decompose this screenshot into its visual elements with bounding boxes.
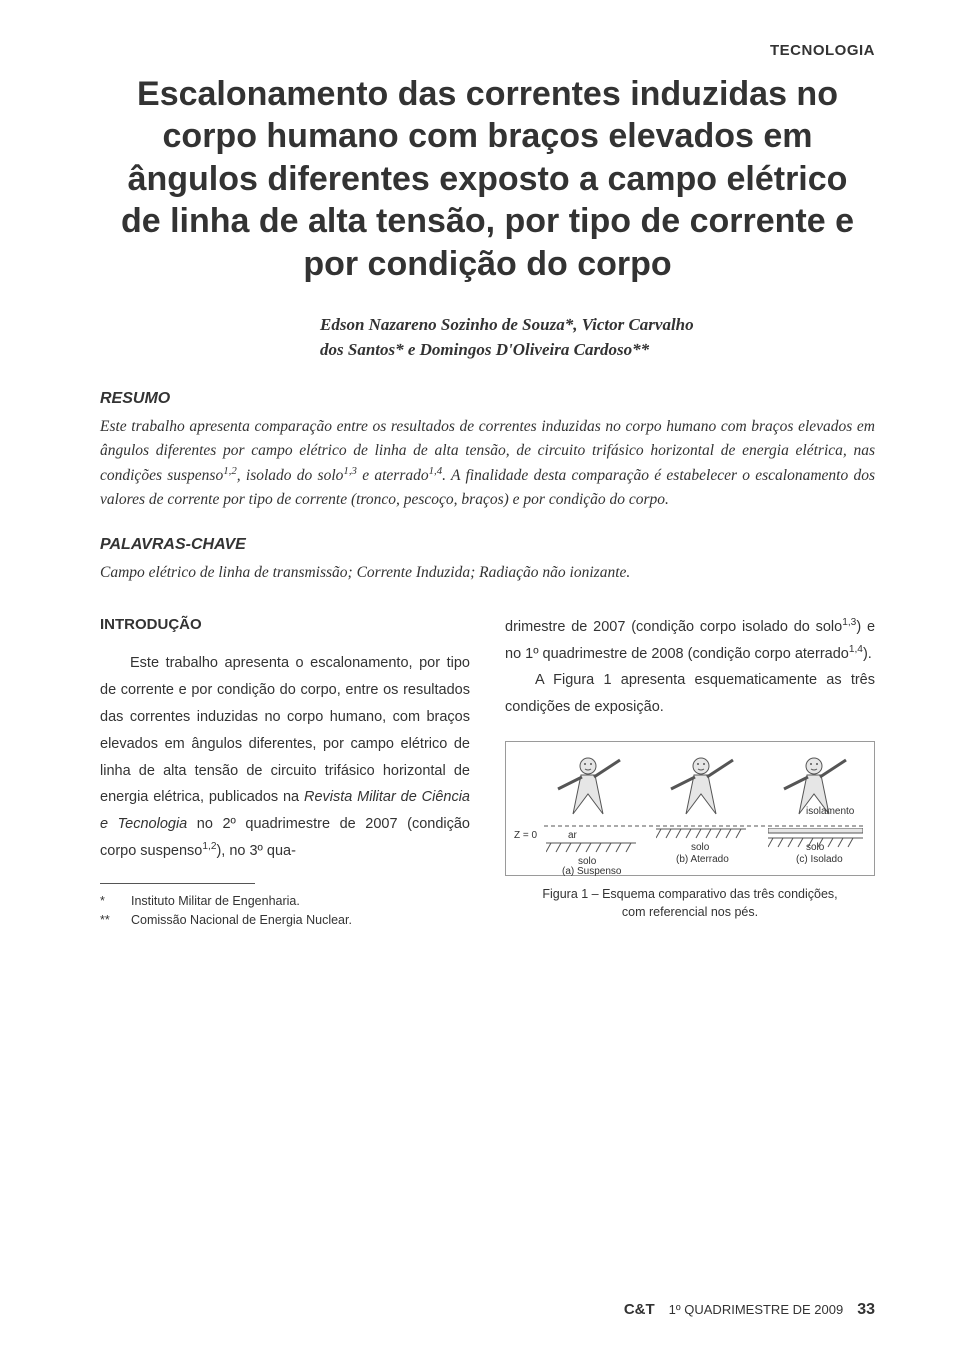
figure-caption: Figura 1 – Esquema comparativo das três …: [505, 886, 875, 921]
section-kicker: TECNOLOGIA: [100, 40, 875, 63]
figure-1: Z = 0 ar solo (a) Suspenso solo (b) Ater…: [505, 741, 875, 876]
palavras-chave-heading: PALAVRAS-CHAVE: [100, 533, 875, 557]
figure-caption-line: Figura 1 – Esquema comparativo das três …: [505, 886, 875, 904]
fig-panel-c: (c) Isolado: [796, 852, 843, 867]
affil-text: Comissão Nacional de Energia Nuclear.: [131, 911, 352, 930]
fig-ar-label: ar: [568, 828, 577, 843]
issue-label: 1º QUADRIMESTRE DE 2009: [669, 1300, 844, 1320]
fig-z-label: Z = 0: [514, 828, 537, 843]
article-title: Escalonamento das correntes induzidas no…: [118, 73, 858, 286]
left-column: INTRODUÇÃO Este trabalho apresenta o esc…: [100, 614, 470, 930]
resumo-heading: RESUMO: [100, 387, 875, 411]
page-footer: C&T 1º QUADRIMESTRE DE 2009 33: [624, 1298, 875, 1322]
fig-isolamento-label: isolamento: [806, 804, 854, 819]
page-number: 33: [857, 1298, 875, 1322]
affiliation-row: ** Comissão Nacional de Energia Nuclear.: [100, 911, 470, 930]
journal-logo: C&T: [624, 1299, 655, 1322]
affiliation-rule: [100, 883, 255, 884]
abstract-text: Este trabalho apresenta comparação entre…: [100, 415, 875, 512]
fig-panel-a: (a) Suspenso: [562, 864, 621, 879]
affil-mark: *: [100, 892, 125, 911]
affil-mark: **: [100, 911, 125, 930]
stickman-aterrado: [661, 754, 741, 829]
authors-line: Edson Nazareno Sozinho de Souza*, Victor…: [320, 313, 875, 338]
affil-text: Instituto Militar de Engenharia.: [131, 892, 300, 911]
introducao-heading: INTRODUÇÃO: [100, 614, 470, 637]
authors-block: Edson Nazareno Sozinho de Souza*, Victor…: [320, 313, 875, 362]
fig-panel-b: (b) Aterrado: [676, 852, 729, 867]
stickman-suspenso: [548, 754, 628, 829]
figure-caption-line: com referencial nos pés.: [505, 904, 875, 922]
keywords-text: Campo elétrico de linha de transmissão; …: [100, 561, 875, 584]
right-column: drimestre de 2007 (condição corpo isolad…: [505, 614, 875, 930]
intro-paragraph-right: drimestre de 2007 (condição corpo isolad…: [505, 614, 875, 721]
intro-paragraph-left: Este trabalho apresenta o escalonamento,…: [100, 650, 470, 865]
two-column-body: INTRODUÇÃO Este trabalho apresenta o esc…: [100, 614, 875, 930]
affiliations: * Instituto Militar de Engenharia. ** Co…: [100, 892, 470, 930]
affiliation-row: * Instituto Militar de Engenharia.: [100, 892, 470, 911]
authors-line: dos Santos* e Domingos D'Oliveira Cardos…: [320, 338, 875, 363]
